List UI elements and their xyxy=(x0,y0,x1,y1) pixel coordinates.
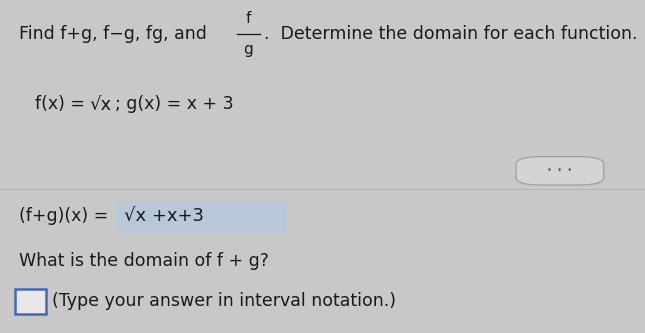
Text: f: f xyxy=(246,11,251,27)
Text: g: g xyxy=(243,42,253,57)
Text: √x: √x xyxy=(89,95,111,114)
Text: Find f+g, f−g, fg, and: Find f+g, f−g, fg, and xyxy=(19,25,207,43)
FancyBboxPatch shape xyxy=(15,289,46,314)
Text: .  Determine the domain for each function.: . Determine the domain for each function… xyxy=(264,25,638,43)
FancyBboxPatch shape xyxy=(516,157,604,185)
Text: ; g(x) = x + 3: ; g(x) = x + 3 xyxy=(115,95,233,114)
FancyBboxPatch shape xyxy=(116,200,287,233)
Text: √x +x+3: √x +x+3 xyxy=(124,206,204,224)
Text: •  •  •: • • • xyxy=(548,166,572,175)
Text: (f+g)(x) =: (f+g)(x) = xyxy=(19,206,114,224)
Text: (Type your answer in interval notation.): (Type your answer in interval notation.) xyxy=(52,292,395,310)
Text: f(x) =: f(x) = xyxy=(35,95,91,114)
Text: What is the domain of f + g?: What is the domain of f + g? xyxy=(19,252,269,270)
